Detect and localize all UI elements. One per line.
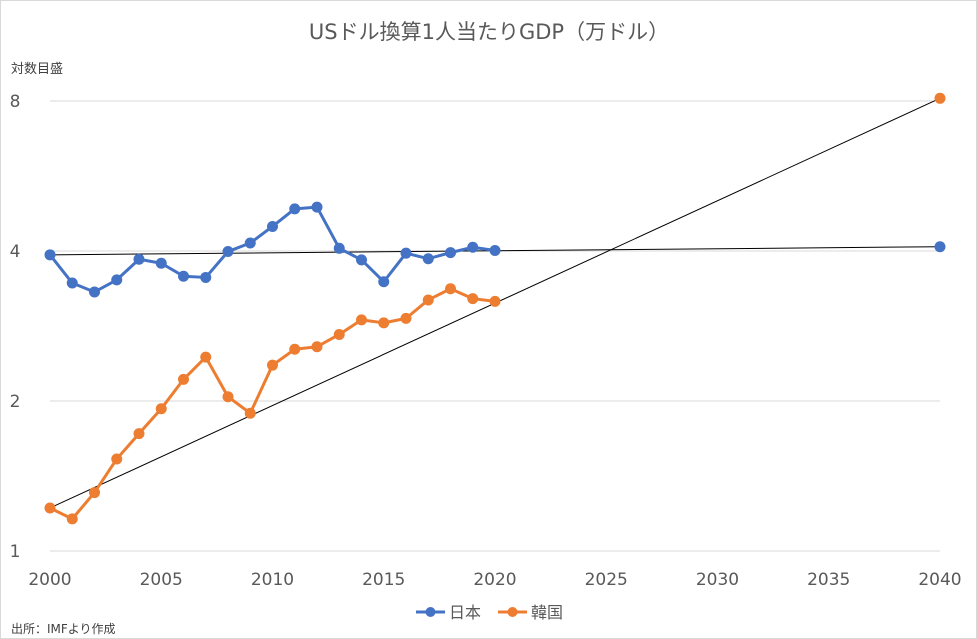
legend: 日本 韓国 (416, 603, 563, 622)
data-point-korea-2018 (445, 283, 456, 295)
data-point-japan-2000 (44, 249, 56, 261)
data-point-korea-2013 (333, 328, 345, 340)
y-axis-label: 対数目盛 (11, 62, 63, 77)
x-tick-label-2015: 2015 (362, 570, 405, 590)
data-point-japan-2011 (289, 203, 301, 215)
data-point-japan-2017 (422, 253, 434, 265)
data-point-korea-2015 (378, 317, 390, 329)
data-point-japan-2006 (178, 270, 189, 282)
data-point-japan-2009 (244, 237, 256, 249)
data-point-korea-2000 (44, 502, 56, 514)
data-point-japan-2014 (356, 254, 367, 266)
gridlines (50, 100, 940, 552)
data-point-japan-2013 (333, 242, 345, 254)
data-point-korea-2004 (133, 428, 145, 440)
y-tick-label-2: 2 (10, 392, 21, 412)
x-tick-label-2035: 2035 (807, 570, 850, 590)
data-series (44, 92, 946, 525)
data-point-japan-2010 (267, 220, 278, 232)
data-point-japan-2008 (222, 246, 234, 258)
data-point-japan-2003 (111, 274, 123, 286)
projection-point-japan-2040 (934, 241, 946, 253)
data-point-japan-2002 (89, 286, 100, 298)
data-point-korea-2002 (89, 487, 100, 499)
y-tick-label-1: 1 (10, 542, 21, 562)
y-tick-label-4: 4 (10, 242, 21, 262)
data-point-korea-2005 (155, 403, 167, 415)
data-point-japan-2015 (378, 276, 390, 288)
data-point-korea-2020 (489, 295, 501, 307)
legend-dot-japan (425, 607, 436, 617)
data-point-japan-2020 (489, 244, 501, 256)
data-point-korea-2017 (422, 294, 434, 306)
legend-label-japan: 日本 (449, 603, 481, 622)
data-point-korea-2011 (289, 343, 301, 355)
data-point-korea-2010 (267, 359, 278, 371)
projection-point-korea-2040 (934, 92, 946, 104)
data-point-korea-2007 (200, 351, 212, 363)
legend-dot-korea (507, 607, 518, 617)
data-point-japan-2012 (311, 201, 323, 213)
data-point-korea-2006 (178, 373, 189, 385)
data-point-japan-2004 (133, 253, 145, 265)
x-tick-label-2040: 2040 (918, 570, 961, 590)
x-tick-label-2030: 2030 (696, 570, 739, 590)
data-point-korea-2012 (311, 341, 323, 353)
data-point-japan-2018 (445, 247, 456, 259)
data-point-korea-2001 (66, 513, 78, 525)
x-tick-label-2025: 2025 (585, 570, 628, 590)
data-point-korea-2014 (356, 314, 367, 326)
y-axis-ticks: 1 2 4 8 (10, 92, 21, 562)
data-point-korea-2003 (111, 453, 123, 465)
data-point-korea-2016 (400, 312, 412, 324)
data-point-japan-2001 (66, 277, 78, 289)
x-tick-label-2020: 2020 (473, 570, 516, 590)
source-note: 出所：IMFより作成 (11, 622, 116, 636)
data-point-japan-2016 (400, 247, 412, 259)
x-tick-label-2010: 2010 (251, 570, 294, 590)
data-point-korea-2008 (222, 391, 234, 403)
series-line-korea (49, 287, 496, 521)
x-axis-ticks: 2000 2005 2010 2015 2020 2025 2030 2035 2040 (28, 570, 961, 590)
data-point-japan-2019 (467, 241, 479, 253)
data-point-korea-2009 (244, 407, 256, 419)
data-point-korea-2019 (467, 293, 479, 305)
x-tick-label-2000: 2000 (28, 570, 71, 590)
y-tick-label-8: 8 (10, 92, 21, 112)
legend-label-korea: 韓国 (531, 603, 563, 622)
chart-title: USドル換算1人当たりGDP（万ドル） (309, 20, 669, 44)
data-point-japan-2007 (200, 271, 212, 283)
data-point-japan-2005 (155, 257, 167, 269)
x-tick-label-2005: 2005 (140, 570, 183, 590)
